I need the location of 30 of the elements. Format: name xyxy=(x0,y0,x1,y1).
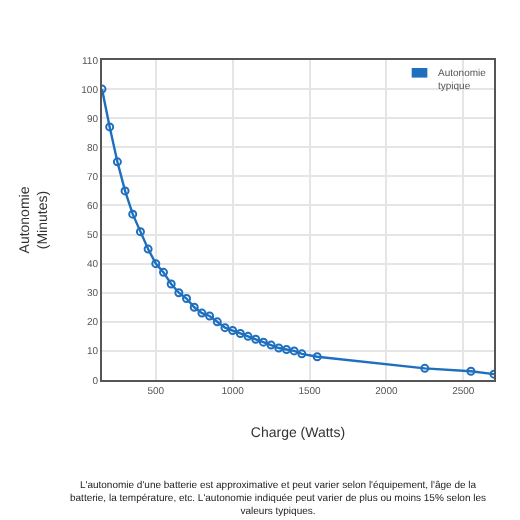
point xyxy=(174,288,184,298)
point xyxy=(220,323,230,333)
point xyxy=(235,328,245,338)
point xyxy=(182,294,192,304)
point xyxy=(143,244,153,254)
point xyxy=(228,326,238,336)
point xyxy=(289,346,299,356)
point xyxy=(466,366,476,376)
point xyxy=(251,334,261,344)
point xyxy=(159,267,168,277)
point xyxy=(420,363,430,373)
point xyxy=(297,349,307,359)
line-series xyxy=(102,84,494,379)
point xyxy=(105,122,115,132)
point xyxy=(243,331,253,341)
point xyxy=(205,311,215,321)
point xyxy=(258,337,268,347)
point xyxy=(189,302,199,312)
point xyxy=(112,157,122,167)
point xyxy=(166,279,176,289)
point xyxy=(135,227,145,237)
point xyxy=(281,344,291,354)
point xyxy=(212,317,222,327)
point xyxy=(151,259,161,269)
point xyxy=(128,209,138,219)
point xyxy=(266,340,276,350)
point xyxy=(274,343,284,353)
point xyxy=(312,352,322,362)
point xyxy=(197,308,207,318)
point xyxy=(120,186,130,196)
